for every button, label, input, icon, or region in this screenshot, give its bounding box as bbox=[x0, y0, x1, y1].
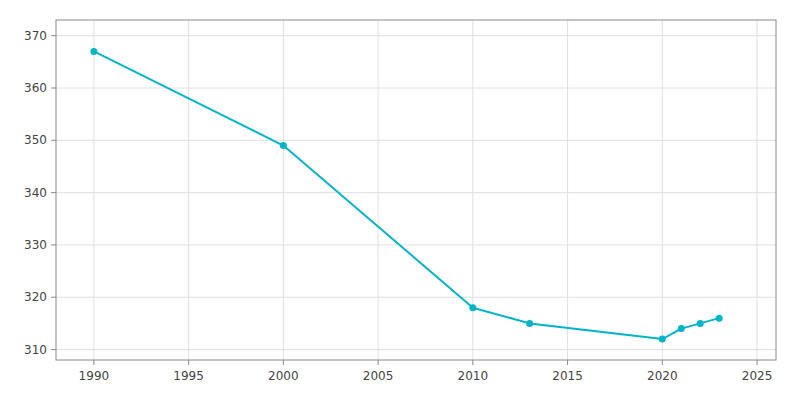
x-tick bbox=[93, 360, 94, 365]
point bbox=[90, 48, 97, 55]
y-grid-line bbox=[56, 88, 776, 89]
x-tick-label: 2000 bbox=[268, 369, 299, 383]
x-tick-label: 2005 bbox=[363, 369, 394, 383]
x-tick-label: 2015 bbox=[552, 369, 583, 383]
y-grid-line bbox=[56, 297, 776, 298]
y-tick-label: 360 bbox=[24, 81, 47, 95]
y-grid-line bbox=[56, 35, 776, 36]
plot-frame bbox=[56, 20, 776, 360]
point bbox=[469, 304, 476, 311]
y-tick-label: 310 bbox=[24, 343, 47, 357]
x-tick bbox=[472, 360, 473, 365]
point bbox=[280, 142, 287, 149]
x-tick bbox=[757, 360, 758, 365]
point bbox=[526, 320, 533, 327]
y-grid-line bbox=[56, 349, 776, 350]
x-tick-label: 1995 bbox=[173, 369, 204, 383]
grid bbox=[56, 20, 776, 360]
x-tick-label: 2010 bbox=[458, 369, 489, 383]
point bbox=[697, 320, 704, 327]
axes: 1990 1995 2000 2005 2010 2015 2020 2025 310 320 33… bbox=[24, 29, 772, 383]
x-tick bbox=[567, 360, 568, 365]
y-tick bbox=[51, 88, 56, 89]
point bbox=[716, 315, 723, 322]
y-tick-label: 320 bbox=[24, 290, 47, 304]
x-grid-line bbox=[93, 20, 94, 360]
point bbox=[678, 325, 685, 332]
x-tick bbox=[188, 360, 189, 365]
series bbox=[90, 48, 722, 343]
point bbox=[659, 336, 666, 343]
y-grid-line bbox=[56, 192, 776, 193]
x-tick bbox=[662, 360, 663, 365]
y-tick bbox=[51, 297, 56, 298]
y-tick-label: 370 bbox=[24, 29, 47, 43]
x-grid-line bbox=[378, 20, 379, 360]
y-tick-label: 330 bbox=[24, 238, 47, 252]
chart-svg: 1990 1995 2000 2005 2010 2015 2020 2025 310 320 33… bbox=[0, 0, 800, 400]
x-grid-line bbox=[188, 20, 189, 360]
x-tick-label: 2025 bbox=[742, 369, 773, 383]
x-tick-label: 2020 bbox=[647, 369, 678, 383]
x-grid-line bbox=[283, 20, 284, 360]
x-grid-line bbox=[662, 20, 663, 360]
y-tick bbox=[51, 140, 56, 141]
x-tick bbox=[378, 360, 379, 365]
y-tick-label: 340 bbox=[24, 186, 47, 200]
y-grid-line bbox=[56, 140, 776, 141]
y-tick bbox=[51, 192, 56, 193]
x-tick bbox=[283, 360, 284, 365]
line bbox=[94, 51, 719, 339]
y-tick bbox=[51, 349, 56, 350]
y-grid-line bbox=[56, 244, 776, 245]
chart-container: 1990 1995 2000 2005 2010 2015 2020 2025 310 320 33… bbox=[0, 0, 800, 400]
y-tick-label: 350 bbox=[24, 133, 47, 147]
x-grid-line bbox=[567, 20, 568, 360]
y-tick bbox=[51, 244, 56, 245]
x-grid-line bbox=[757, 20, 758, 360]
x-tick-label: 1990 bbox=[79, 369, 110, 383]
y-tick bbox=[51, 35, 56, 36]
